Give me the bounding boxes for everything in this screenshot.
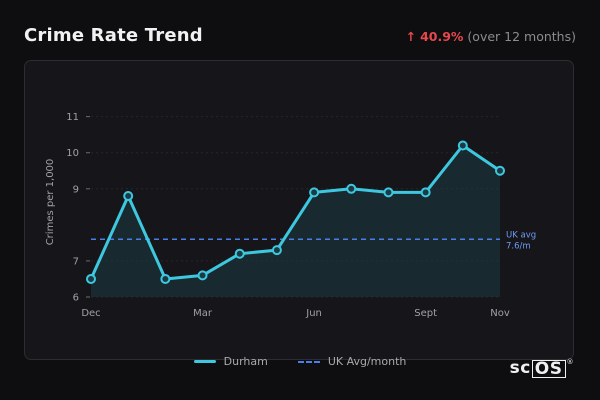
data-point[interactable] xyxy=(346,183,357,194)
x-tick-label: Dec xyxy=(81,308,100,319)
x-tick-label: Sept xyxy=(414,308,437,319)
y-tick-label: 7 xyxy=(73,256,79,267)
data-point[interactable] xyxy=(309,187,320,198)
durham-series-line xyxy=(89,144,502,281)
legend-item-durham[interactable]: Durham xyxy=(193,355,268,368)
data-point[interactable] xyxy=(457,140,468,151)
data-point[interactable] xyxy=(383,187,394,198)
logo-prefix: sc xyxy=(509,358,531,378)
x-tick-label: Nov xyxy=(490,308,510,319)
change-indicator: ↑ 40.9% (over 12 months) xyxy=(406,29,576,44)
data-point[interactable] xyxy=(123,191,134,201)
x-axis-ticks: Dec Mar Jun Sept Nov xyxy=(81,308,510,319)
reference-line-label: UK avg xyxy=(506,230,536,240)
data-point[interactable] xyxy=(495,165,505,176)
data-point[interactable] xyxy=(160,273,171,284)
chart-legend: Durham UK Avg/month xyxy=(0,355,600,368)
registered-mark: ® xyxy=(566,358,574,366)
change-percent: 40.9% xyxy=(420,29,464,44)
data-point[interactable] xyxy=(86,273,96,284)
x-tick-label: Mar xyxy=(193,308,213,319)
data-point[interactable] xyxy=(420,187,431,198)
change-period-note: (over 12 months) xyxy=(467,29,576,44)
y-tick-label: 6 xyxy=(73,293,79,304)
legend-swatch-solid xyxy=(193,360,216,363)
y-axis-label: Crimes per 1,000 xyxy=(45,159,56,246)
logo-box: OS xyxy=(531,360,566,378)
scos-logo: sc OS ® xyxy=(510,358,574,378)
data-point[interactable] xyxy=(271,245,282,256)
y-tick-label: 9 xyxy=(73,184,79,195)
durham-data-points xyxy=(86,140,505,284)
legend-item-uk-average[interactable]: UK Avg/month xyxy=(297,355,407,368)
data-point[interactable] xyxy=(234,248,245,259)
legend-label-durham: Durham xyxy=(223,355,268,368)
y-tick-label: 11 xyxy=(66,112,79,123)
y-axis-ticks: 6 7 9 10 11 xyxy=(66,112,90,304)
page-title: Crime Rate Trend xyxy=(24,25,203,46)
legend-label-uk-average: UK Avg/month xyxy=(327,355,407,368)
y-tick-label: 10 xyxy=(66,148,79,159)
x-tick-label: Jun xyxy=(305,308,322,319)
reference-line-value-label: 7.6/m xyxy=(506,241,531,251)
trend-up-arrow-icon: ↑ xyxy=(405,29,417,44)
legend-swatch-dashed xyxy=(297,360,320,363)
data-point[interactable] xyxy=(197,270,208,281)
